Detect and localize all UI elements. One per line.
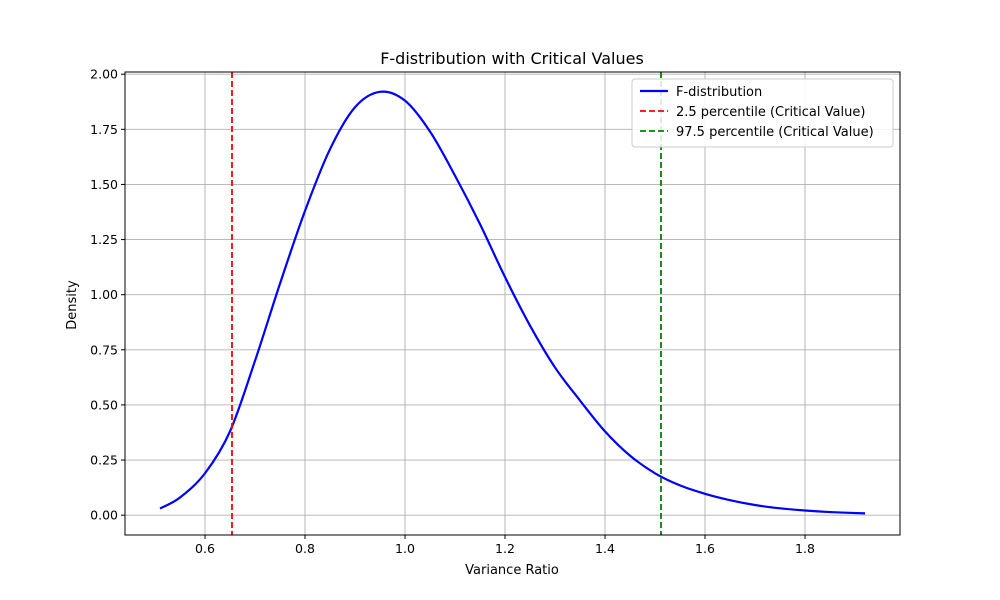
legend-label-lower-critical: 2.5 percentile (Critical Value) [676,105,865,120]
y-tick-label: 0.25 [90,453,118,468]
y-tick-label: 1.25 [90,232,118,247]
legend-label-f-distribution: F-distribution [676,85,762,100]
plot-content [159,72,866,535]
x-tick-label: 1.4 [595,541,615,556]
axis-ticks: 0.6 0.8 1.0 1.2 1.4 1.6 1.8 0.00 0.25 0.50 0.75 1.0… [90,67,815,556]
y-tick-label: 1.75 [90,122,118,137]
y-tick-label: 1.00 [90,287,118,302]
x-tick-label: 1.6 [695,541,715,556]
chart-title: F-distribution with Critical Values [380,49,644,68]
legend-label-upper-critical: 97.5 percentile (Critical Value) [676,125,874,140]
x-axis-label: Variance Ratio [465,563,559,578]
y-tick-label: 0.75 [90,342,118,357]
y-tick-label: 2.00 [90,67,118,82]
x-tick-label: 1.8 [795,541,815,556]
y-tick-label: 0.00 [90,508,118,523]
x-tick-label: 0.6 [195,541,215,556]
y-axis-label: Density [65,280,80,330]
y-tick-label: 1.50 [90,177,118,192]
grid-lines [125,72,900,535]
legend-box [631,78,894,148]
x-tick-label: 1.2 [495,541,515,556]
x-tick-label: 0.8 [295,541,315,556]
x-tick-label: 1.0 [395,541,415,556]
legend: F-distribution 2.5 percentile (Critical … [631,78,894,148]
y-tick-label: 0.50 [90,397,118,412]
plot-frame [124,71,901,536]
f-distribution-line [159,90,866,515]
